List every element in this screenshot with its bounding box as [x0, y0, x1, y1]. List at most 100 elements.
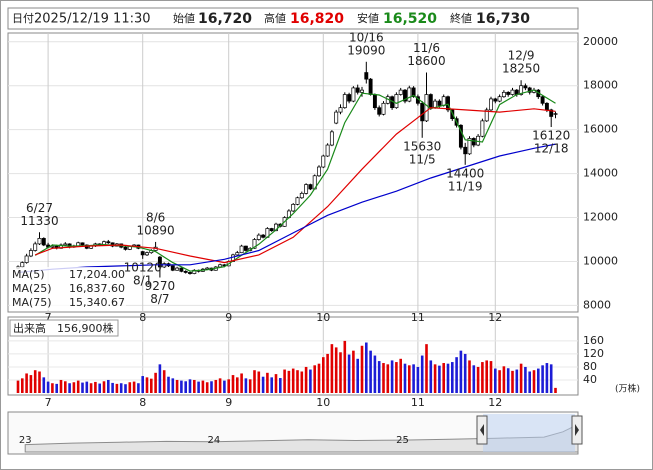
- volume-bar: [81, 382, 84, 393]
- volume-bar: [442, 363, 445, 393]
- candle-body: [394, 94, 399, 109]
- x-tick-label: 9: [225, 311, 232, 324]
- volume-bar: [386, 364, 390, 393]
- candle-body: [501, 91, 506, 98]
- candle-body: [368, 78, 373, 95]
- volume-bar: [270, 377, 273, 393]
- volume-bar: [541, 365, 544, 393]
- volume-bar: [485, 360, 488, 393]
- y-tick-label: 20000: [583, 35, 618, 48]
- candle-body: [458, 124, 463, 148]
- candle-body: [364, 72, 369, 80]
- volume-bar: [124, 384, 127, 393]
- volume-bar: [158, 364, 162, 393]
- candle-body: [261, 234, 266, 238]
- volume-bar: [214, 379, 218, 393]
- volume-bar: [455, 357, 458, 393]
- y-tick-label: 16000: [583, 123, 618, 136]
- candle-body: [523, 85, 528, 89]
- candle-body: [372, 94, 377, 109]
- volume-bar: [266, 372, 269, 393]
- header-box: [7, 7, 579, 30]
- volume-bar: [119, 383, 123, 393]
- candle-body: [157, 256, 162, 268]
- volume-bar: [476, 366, 480, 393]
- candle-body: [471, 138, 476, 146]
- volume-bar: [244, 378, 248, 393]
- annotation-date: 8/7: [150, 292, 169, 306]
- annotation-value: 16120: [532, 129, 570, 143]
- annotation-date: 8/1: [133, 273, 152, 287]
- volume-bar: [171, 378, 175, 393]
- volume-bar: [403, 363, 407, 393]
- candle-body: [20, 262, 25, 268]
- x-tick-label: 8: [139, 396, 146, 409]
- volume-bar: [360, 345, 364, 393]
- volume-bar: [519, 363, 523, 393]
- volume-bar: [313, 365, 316, 393]
- candle-body: [235, 252, 240, 256]
- candle-body: [484, 109, 489, 122]
- annotation-value: 15630: [403, 139, 441, 153]
- volume-bar: [309, 369, 312, 393]
- volume-bar: [373, 355, 377, 393]
- volume-bar: [382, 363, 385, 393]
- handle-arrow: [575, 424, 579, 436]
- volume-bar: [438, 365, 441, 393]
- volume-bar: [16, 380, 20, 393]
- volume-bar: [218, 378, 222, 393]
- annotation-date: 8/6: [146, 210, 165, 224]
- volume-bar: [481, 362, 484, 393]
- volume-bar: [51, 383, 54, 393]
- volume-latest: 156,900株: [57, 321, 114, 335]
- candle-body: [398, 89, 403, 95]
- candle-body: [411, 87, 416, 98]
- volume-bar: [549, 364, 553, 393]
- volume-bar: [98, 383, 101, 393]
- volume-bar: [46, 381, 50, 393]
- candle-body: [544, 102, 549, 111]
- volume-bar: [498, 370, 501, 393]
- candle-body: [360, 89, 364, 93]
- volume-bar: [287, 370, 291, 393]
- candle-body: [243, 245, 248, 251]
- candle-body: [123, 246, 128, 250]
- annotation-value: 18250: [502, 62, 540, 76]
- legend-value: 17,204.00: [69, 268, 125, 281]
- header-date: 2025/12/19 11:30: [34, 12, 151, 27]
- candle-body: [183, 271, 188, 273]
- volume-bar: [175, 379, 179, 393]
- handle-arrow: [480, 424, 484, 436]
- y-tick-label: 10000: [583, 254, 618, 267]
- candle-body: [497, 96, 502, 102]
- x-tick-label: 12: [488, 311, 502, 324]
- candle-body: [493, 98, 498, 102]
- legend-value: 15,340.67: [69, 296, 125, 309]
- candle-body: [506, 91, 511, 95]
- candle-body: [519, 85, 524, 95]
- volume-bar: [89, 383, 93, 393]
- volume-bar: [425, 344, 428, 393]
- volume-bar: [162, 370, 166, 393]
- x-tick-label: 8: [139, 311, 146, 324]
- navigator-tick-label: 23: [19, 435, 32, 446]
- volume-header: [9, 319, 119, 337]
- candle-body: [308, 184, 313, 190]
- volume-bar: [210, 381, 213, 393]
- candle-body: [342, 94, 347, 109]
- navigator-window[interactable]: [483, 414, 575, 452]
- volume-bar: [502, 366, 506, 393]
- volume-bar: [352, 350, 355, 393]
- volume-bar: [132, 381, 136, 393]
- candle-body: [338, 107, 343, 113]
- candle-body: [553, 113, 558, 115]
- moving-average-line: [34, 89, 556, 272]
- annotation-date: 11/6: [413, 41, 440, 55]
- volume-bar: [167, 376, 170, 393]
- x-tick-label: 7: [45, 311, 52, 324]
- volume-bar: [205, 382, 209, 393]
- volume-bar: [429, 360, 433, 393]
- volume-bar: [494, 368, 497, 393]
- volume-bar: [283, 369, 286, 393]
- annotation-date: 11/5: [409, 152, 436, 166]
